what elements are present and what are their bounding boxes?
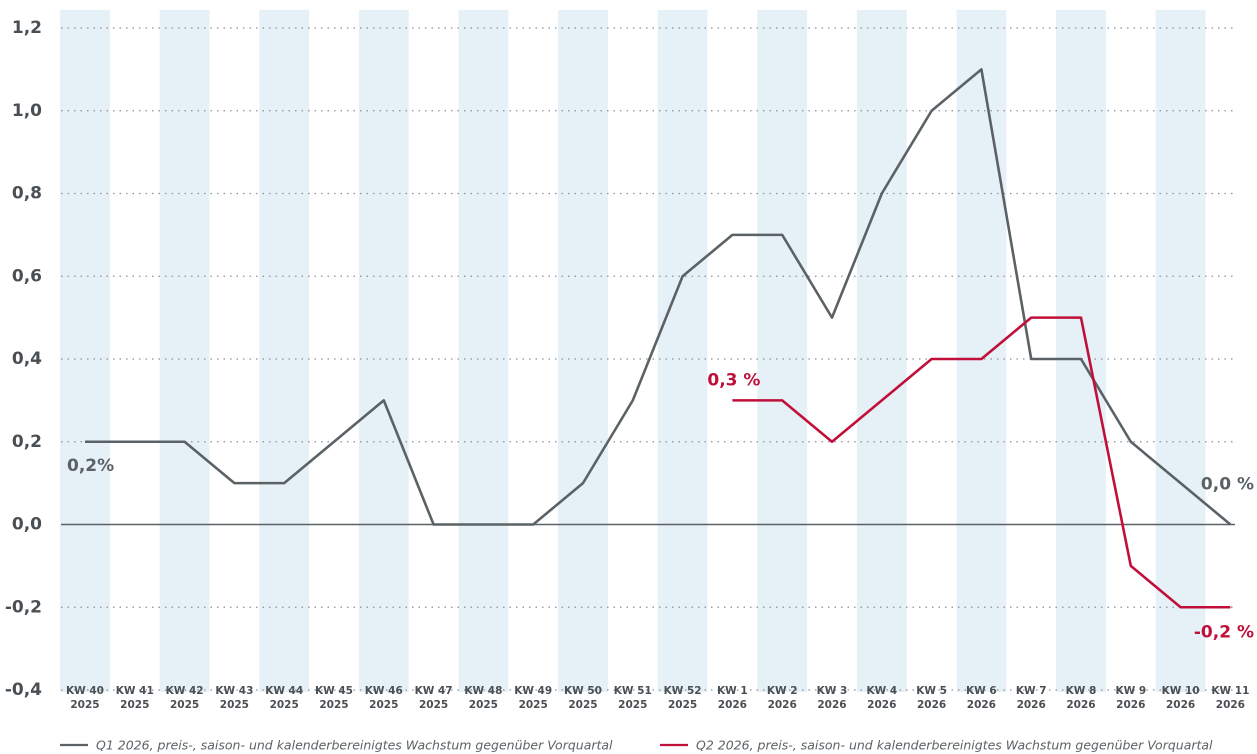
column-band (558, 10, 608, 692)
x-tick-label: KW 42 2025 (165, 685, 204, 711)
column-band (259, 10, 310, 692)
y-tick-label: 0,2 (12, 432, 42, 452)
x-tick-label: KW 4 2026 (866, 685, 898, 711)
y-tick-label: 0,0 (12, 515, 42, 535)
x-tick-label: KW 10 2026 (1161, 685, 1200, 711)
x-tick-label: KW 1 2026 (717, 685, 748, 711)
x-tick-label: KW 2 2026 (766, 685, 798, 711)
x-tick-label: KW 40 2025 (66, 685, 104, 711)
column-band (159, 10, 210, 692)
end-label: 0,0 % (1201, 475, 1254, 495)
column-band (358, 10, 409, 692)
y-tick-label: 1,2 (12, 18, 42, 38)
x-tick-label: KW 45 2025 (315, 685, 353, 711)
column-band (757, 10, 808, 692)
column-band (458, 10, 509, 692)
x-tick-label: KW 48 2025 (464, 685, 503, 711)
x-tick-label: KW 7 2026 (1015, 685, 1047, 711)
column-band (1056, 10, 1106, 692)
end-label: -0,2 % (1194, 622, 1254, 642)
x-tick-label: KW 46 2025 (364, 685, 403, 711)
y-tick-label: -0,4 (5, 680, 42, 700)
column-band (657, 10, 708, 692)
column-band (856, 10, 907, 692)
legend-label: Q1 2026, preis-, saison- und kalenderber… (96, 738, 613, 753)
y-tick-label: 1,0 (12, 101, 42, 121)
x-tick-label: KW 50 2025 (564, 685, 602, 711)
x-tick-label: KW 41 2025 (115, 685, 154, 711)
x-tick-label: KW 9 2026 (1115, 685, 1147, 711)
start-label: 0,3 % (707, 370, 760, 390)
x-tick-label: KW 51 2025 (613, 685, 652, 711)
y-tick-label: 0,6 (12, 266, 42, 286)
y-tick-label: 0,8 (12, 184, 42, 204)
start-label: 0,2% (67, 456, 114, 476)
column-band (60, 10, 110, 692)
x-tick-label: KW 8 2026 (1065, 685, 1097, 711)
x-tick-label: KW 3 2026 (816, 685, 848, 711)
series-line (732, 316, 1231, 609)
x-tick-label: KW 52 2025 (663, 685, 702, 711)
column-band (1155, 10, 1206, 692)
legend-label: Q2 2026, preis-, saison- und kalenderber… (696, 738, 1213, 753)
x-tick-label: KW 6 2026 (966, 685, 997, 711)
x-tick-label: KW 43 2025 (215, 685, 254, 711)
x-tick-label: KW 47 2025 (414, 685, 453, 711)
x-tick-label: KW 44 2025 (265, 685, 304, 711)
y-tick-label: -0,2 (5, 597, 42, 617)
column-band (956, 10, 1007, 692)
series-line (85, 68, 1232, 526)
x-tick-label: KW 5 2026 (916, 685, 947, 711)
y-tick-label: 0,4 (12, 349, 42, 369)
x-tick-label: KW 11 2026 (1211, 685, 1250, 711)
x-tick-label: KW 49 2025 (514, 685, 553, 711)
